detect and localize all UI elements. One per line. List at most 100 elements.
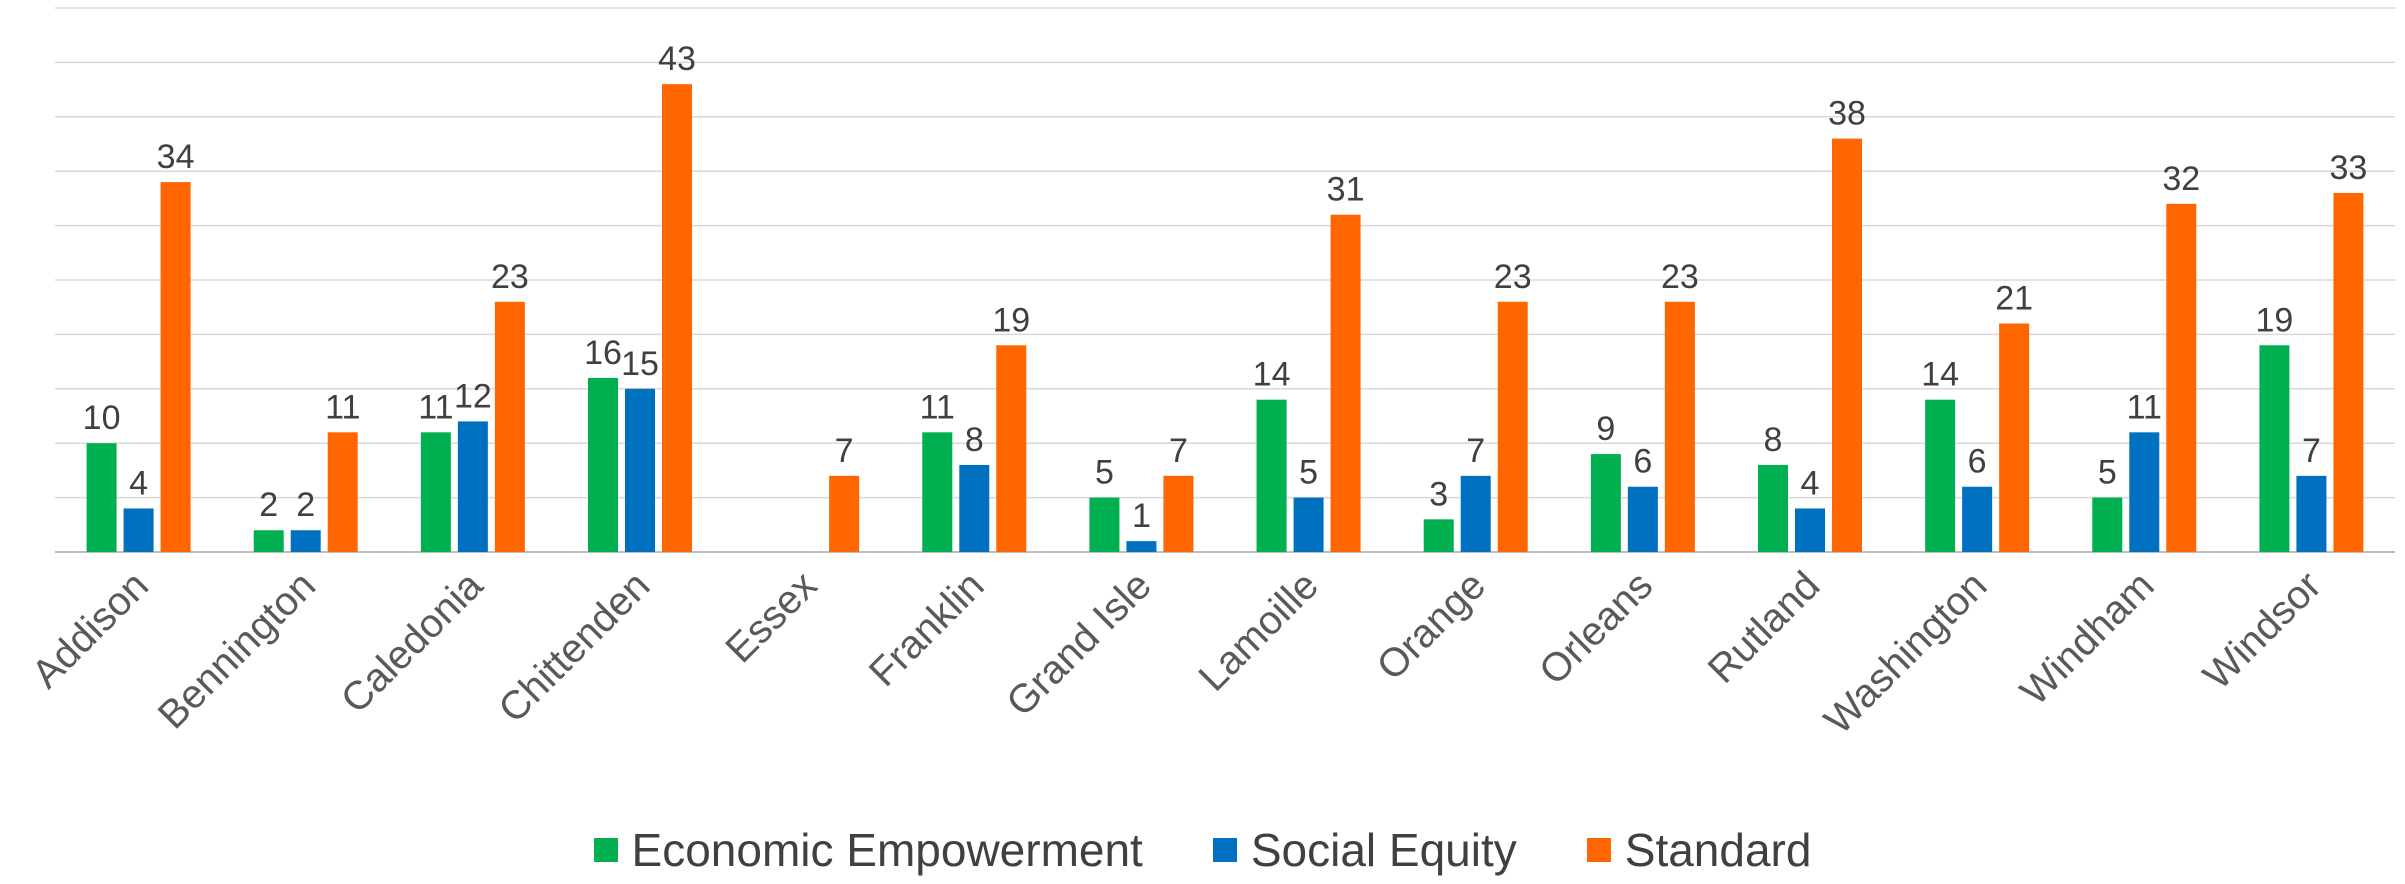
gridlines — [55, 7, 2395, 553]
bar-social-equity-bennington — [290, 530, 321, 552]
legend-swatch — [1212, 838, 1237, 862]
bar-social-equity-lamoille — [1293, 497, 1324, 552]
bar-economic-empowerment-addison — [86, 443, 117, 552]
legend-label: Economic Empowerment — [631, 824, 1143, 876]
data-label-standard-orange: 23 — [1494, 258, 1532, 296]
bar-economic-empowerment-washington — [1925, 399, 1956, 552]
bar-standard-chittenden — [662, 84, 692, 552]
bar-economic-empowerment-bennington — [253, 530, 284, 552]
legend-swatch — [1586, 838, 1611, 862]
bar-economic-empowerment-chittenden — [588, 377, 618, 552]
data-label-social-equity-bennington: 2 — [296, 486, 315, 524]
data-label-economic-empowerment-windham: 5 — [2098, 454, 2117, 492]
bar-economic-empowerment-lamoille — [1256, 399, 1287, 552]
bar-social-equity-chittenden — [625, 388, 655, 552]
bar-standard-orleans — [1664, 301, 1695, 552]
data-label-standard-chittenden: 43 — [658, 40, 696, 78]
legend-label: Social Equity — [1250, 824, 1517, 876]
data-label-social-equity-washington: 6 — [1968, 443, 1987, 481]
data-label-standard-lamoille: 31 — [1327, 171, 1365, 209]
x-tick-label-franklin: Franklin — [861, 563, 993, 695]
bar-standard-franklin — [996, 345, 1027, 552]
bars — [86, 84, 2364, 552]
bar-economic-empowerment-caledonia — [420, 432, 451, 552]
data-label-standard-grand-isle: 7 — [1169, 432, 1188, 470]
data-label-social-equity-rutland: 4 — [1801, 464, 1820, 502]
bar-standard-windham — [2166, 203, 2197, 552]
x-tick-label-bennington: Bennington — [150, 563, 324, 737]
bar-economic-empowerment-franklin — [922, 432, 953, 552]
bar-social-equity-grand-isle — [1126, 541, 1157, 552]
bar-social-equity-orleans — [1627, 486, 1658, 552]
data-label-standard-windsor: 33 — [2330, 149, 2368, 187]
legend-label: Standard — [1624, 824, 1812, 876]
data-label-standard-franklin: 19 — [992, 301, 1030, 339]
data-label-standard-caledonia: 23 — [491, 258, 529, 296]
bar-social-equity-rutland — [1795, 508, 1825, 552]
x-tick-label-orleans: Orleans — [1531, 563, 1661, 693]
x-tick-label-lamoille: Lamoille — [1190, 563, 1326, 699]
bar-economic-empowerment-orleans — [1590, 454, 1621, 552]
bar-economic-empowerment-grand-isle — [1089, 497, 1120, 552]
bar-standard-orange — [1497, 301, 1528, 552]
data-label-social-equity-lamoille: 5 — [1299, 454, 1318, 492]
bar-economic-empowerment-orange — [1423, 519, 1454, 552]
legend-swatch — [593, 838, 618, 862]
data-label-standard-bennington: 11 — [325, 388, 360, 426]
x-tick-label-orange: Orange — [1369, 563, 1494, 688]
data-label-social-equity-orange: 7 — [1466, 432, 1485, 470]
data-label-standard-rutland: 38 — [1828, 95, 1866, 133]
data-label-social-equity-franklin: 8 — [965, 421, 984, 459]
legend-item-economic-empowerment: Economic Empowerment — [593, 823, 1143, 877]
x-tick-label-washington: Washington — [1816, 563, 1995, 742]
data-label-economic-empowerment-rutland: 8 — [1764, 421, 1783, 459]
data-label-standard-windham: 32 — [2162, 160, 2200, 198]
data-label-standard-orleans: 23 — [1661, 258, 1699, 296]
data-label-economic-empowerment-lamoille: 14 — [1253, 356, 1291, 394]
data-label-economic-empowerment-caledonia: 11 — [418, 388, 453, 426]
bar-social-equity-caledonia — [457, 421, 488, 552]
data-label-social-equity-orleans: 6 — [1633, 443, 1652, 481]
legend-item-social-equity: Social Equity — [1212, 823, 1517, 877]
bar-standard-caledonia — [494, 301, 525, 552]
bar-social-equity-windham — [2129, 432, 2160, 552]
x-tick-label-rutland: Rutland — [1700, 563, 1829, 692]
bar-standard-rutland — [1832, 138, 1862, 552]
bar-standard-addison — [160, 182, 191, 552]
data-label-standard-addison: 34 — [157, 138, 195, 176]
bar-social-equity-franklin — [959, 464, 990, 552]
legend: Economic Empowerment Social Equity Standar… — [0, 820, 2405, 880]
x-tick-label-grand-isle: Grand Isle — [998, 563, 1160, 725]
data-label-standard-washington: 21 — [1995, 280, 2033, 318]
data-label-economic-empowerment-addison: 10 — [83, 399, 121, 437]
bar-standard-grand-isle — [1163, 475, 1194, 552]
x-tick-label-caledonia: Caledonia — [333, 563, 492, 722]
data-label-standard-essex: 7 — [835, 432, 854, 470]
bar-social-equity-washington — [1962, 486, 1993, 552]
bar-economic-empowerment-windsor — [2259, 345, 2290, 552]
x-tick-label-chittenden: Chittenden — [490, 563, 658, 731]
data-label-social-equity-grand-isle: 1 — [1132, 497, 1151, 535]
data-label-social-equity-windsor: 7 — [2302, 432, 2321, 470]
data-label-social-equity-windham: 11 — [2127, 388, 2162, 426]
data-label-economic-empowerment-grand-isle: 5 — [1095, 454, 1114, 492]
data-label-economic-empowerment-washington: 14 — [1921, 356, 1959, 394]
data-label-economic-empowerment-bennington: 2 — [259, 486, 278, 524]
data-label-economic-empowerment-orleans: 9 — [1596, 410, 1615, 448]
bar-standard-bennington — [327, 432, 358, 552]
bar-social-equity-windsor — [2296, 475, 2327, 552]
bar-standard-essex — [829, 475, 860, 552]
x-tick-label-essex: Essex — [717, 563, 825, 671]
data-label-economic-empowerment-franklin: 11 — [920, 388, 955, 426]
bar-economic-empowerment-rutland — [1758, 464, 1788, 552]
bar-social-equity-addison — [123, 508, 154, 552]
data-label-economic-empowerment-windsor: 19 — [2256, 301, 2294, 339]
bar-social-equity-orange — [1460, 475, 1491, 552]
bar-economic-empowerment-windham — [2092, 497, 2123, 552]
bar-standard-washington — [1999, 323, 2030, 552]
data-label-economic-empowerment-chittenden: 16 — [584, 334, 622, 372]
data-label-economic-empowerment-orange: 3 — [1429, 475, 1448, 513]
